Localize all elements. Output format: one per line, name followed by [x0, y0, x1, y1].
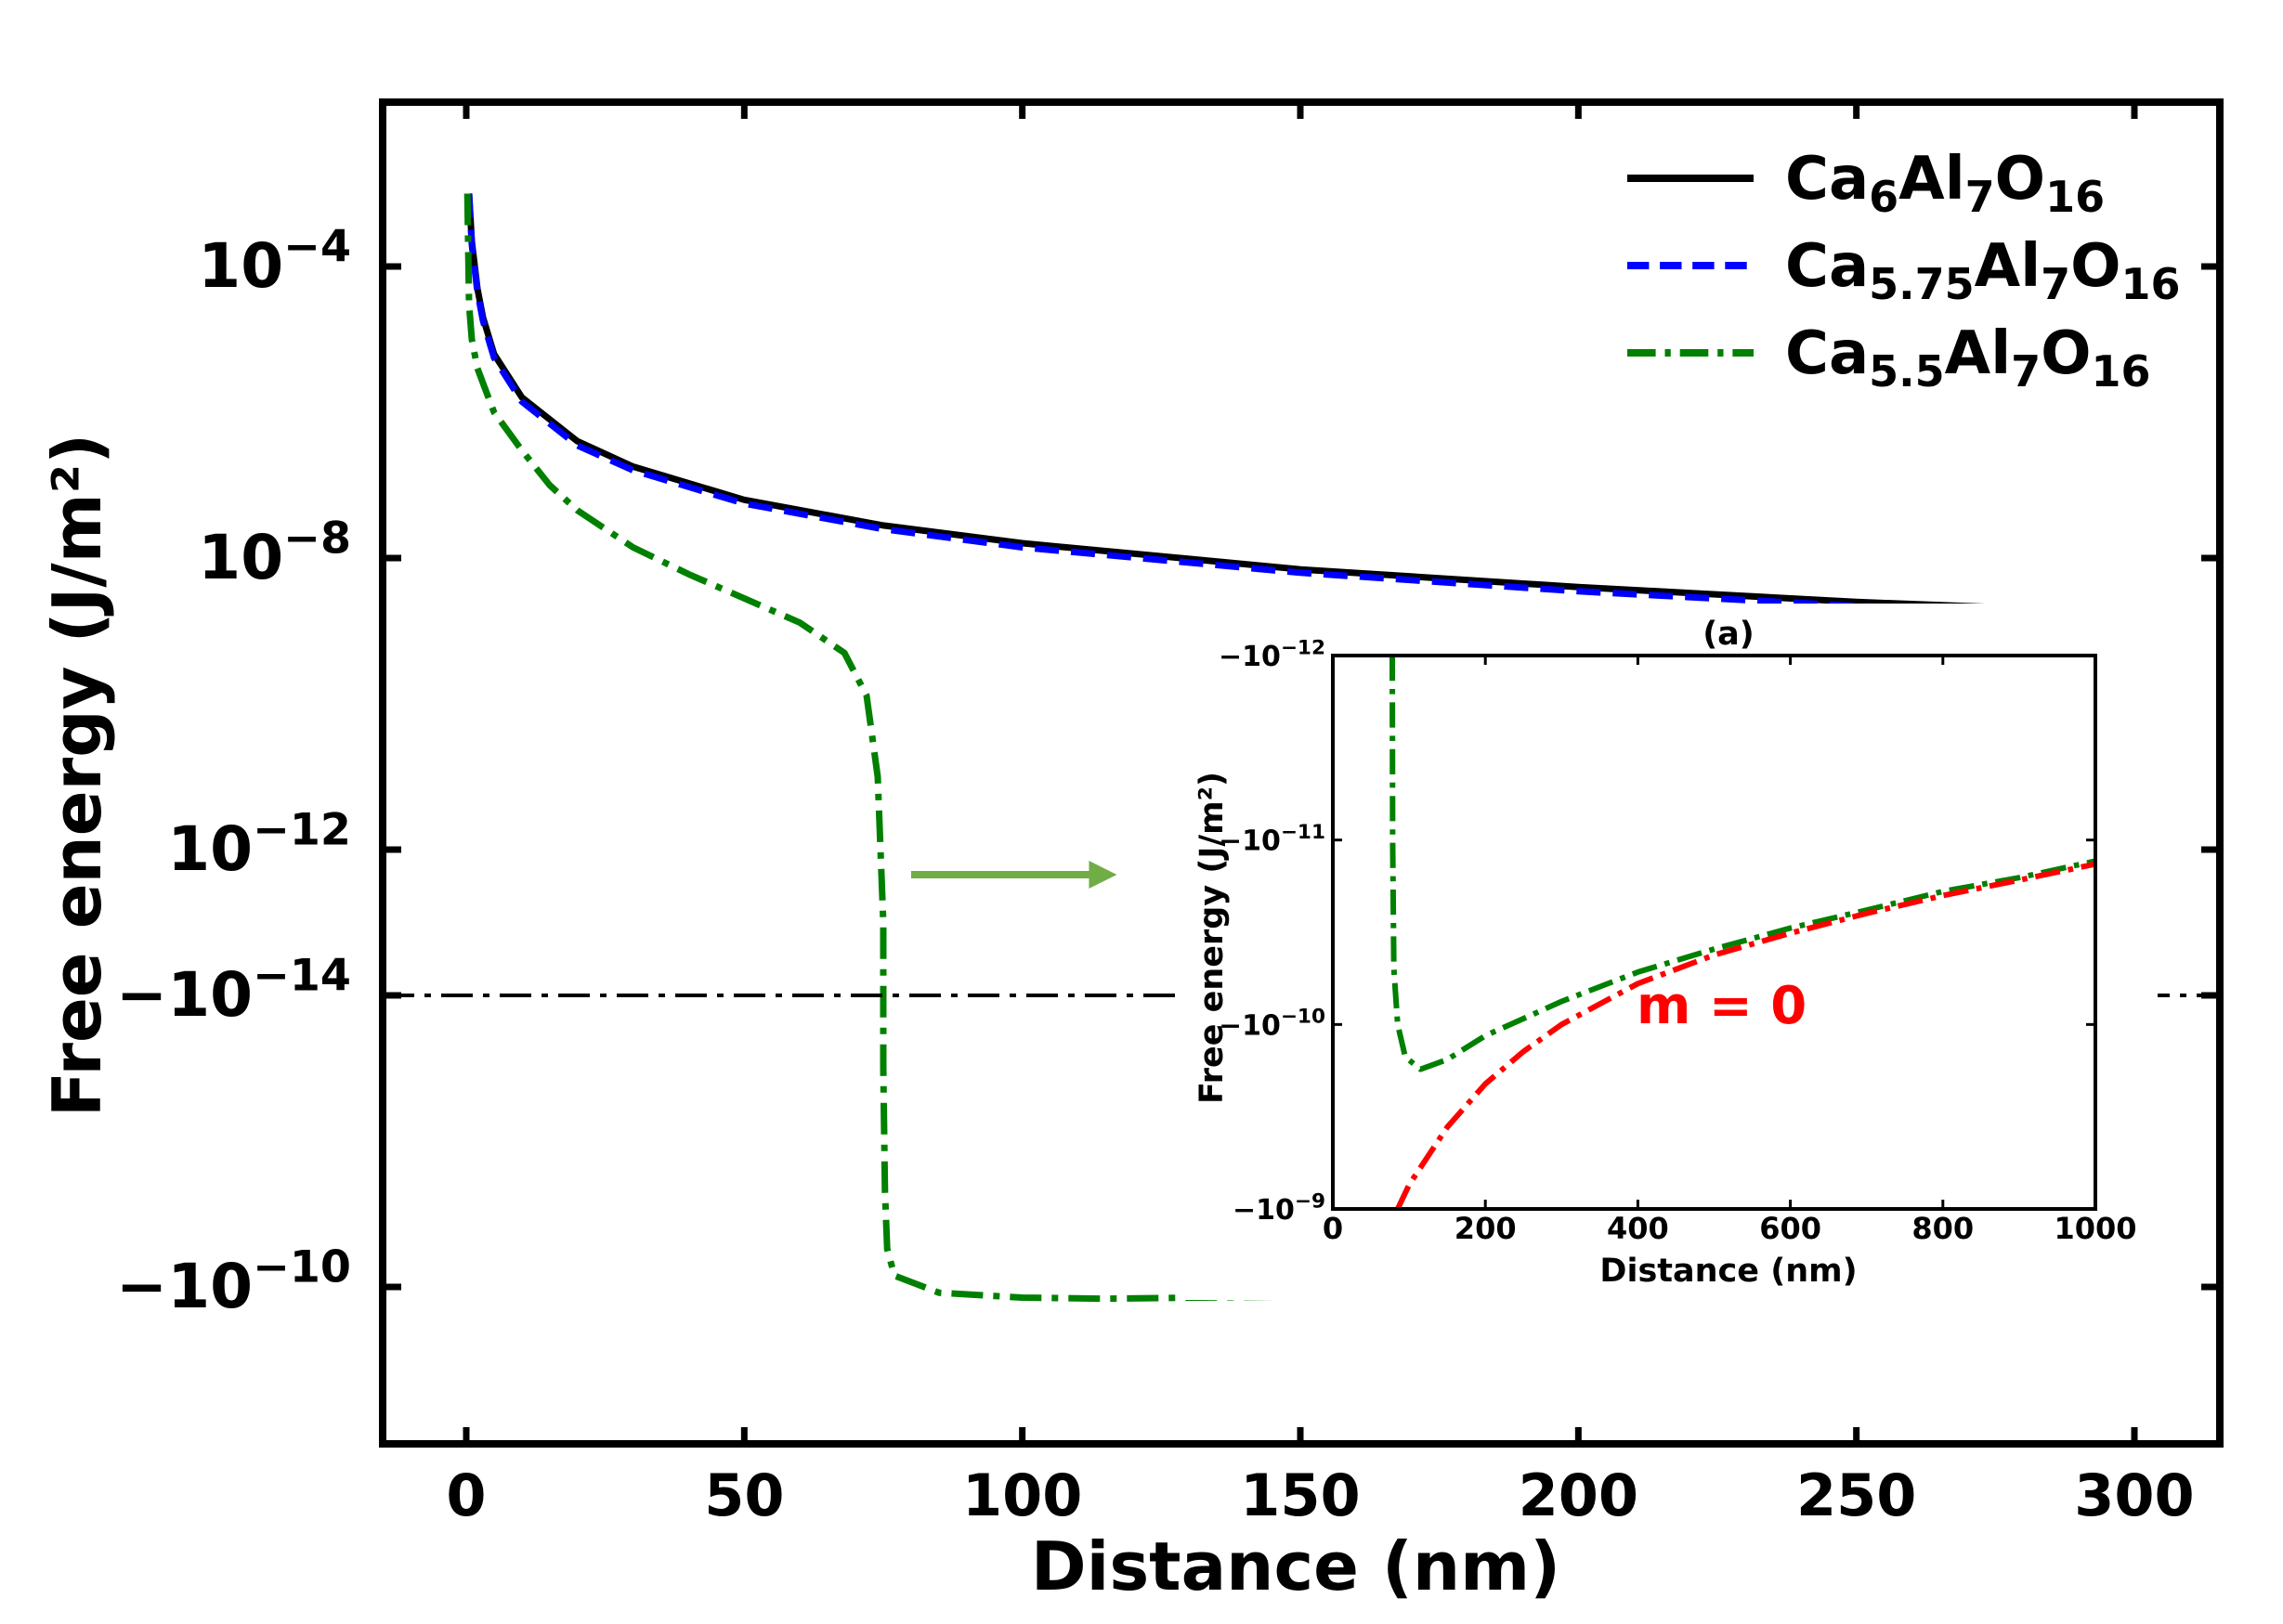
x-tick-label: 150 — [1240, 1462, 1360, 1529]
arrow-head — [1089, 861, 1117, 889]
inset-x-tick-label: 600 — [1759, 1211, 1821, 1246]
x-tick-label: 0 — [446, 1462, 486, 1529]
inset-x-tick-label: 800 — [1911, 1211, 1974, 1246]
main-x-axis-label: Distance (nm) — [1031, 1527, 1560, 1605]
main-x-tick-labels: 0 50 100 150 200 250 300 — [446, 1462, 2194, 1529]
x-tick-label: 250 — [1796, 1462, 1916, 1529]
main-tick-marks — [383, 102, 2220, 1444]
inset-annotation-label: m = 0 — [1637, 976, 1807, 1036]
inset-x-tick-label: 1000 — [2054, 1211, 2136, 1246]
inset-y-tick-label: −10−11 — [1219, 821, 1325, 858]
main-legend: Ca6Al7O16 Ca5.75Al7O16 Ca5.5Al7O16 — [1627, 145, 2181, 396]
y-tick-label: 10−4 — [198, 221, 351, 302]
y-tick-label: −10−10 — [116, 1241, 351, 1322]
inset-chart: 0 200 400 600 800 1000 −10−12−10−11−10−10−10−… — [1178, 604, 2158, 1300]
inset-y-tick-label: −10−12 — [1219, 636, 1325, 673]
inset-tick-marks — [1331, 654, 2097, 1211]
main-y-tick-labels: 10−4 10−8 10−12 −10−14 −10−10 — [116, 221, 351, 1322]
legend-label-2: Ca5.5Al7O16 — [1785, 319, 2151, 396]
y-tick-label: −10−14 — [116, 950, 351, 1031]
x-tick-label: 200 — [1519, 1462, 1638, 1529]
legend-label-1: Ca5.75Al7O16 — [1785, 232, 2181, 309]
main-series-layer — [463, 193, 2135, 1303]
y-tick-label: 10−8 — [198, 513, 351, 593]
inset-title: (a) — [1702, 616, 1755, 653]
inset-x-tick-labels: 0 200 400 600 800 1000 — [1323, 1211, 2137, 1246]
x-tick-label: 100 — [962, 1462, 1082, 1529]
main-arrow-layer — [910, 861, 1117, 889]
inset-x-axis-label: Distance (nm) — [1599, 1253, 1857, 1290]
main-y-axis-label: Free energy (J/m²) — [38, 434, 116, 1117]
legend-label-0: Ca6Al7O16 — [1785, 145, 2105, 222]
inset-annotations: m = 0 — [1637, 976, 1807, 1036]
series-line-1 — [465, 193, 2135, 619]
x-tick-label: 50 — [704, 1462, 784, 1529]
inset-y-tick-label: −10−10 — [1219, 1006, 1325, 1043]
x-tick-label: 300 — [2074, 1462, 2194, 1529]
inset-y-tick-labels: −10−12 −10−11 −10−10 −10−9 — [1219, 636, 1325, 1227]
main-chart: 0 50 100 150 200 250 300 10−4 10−8 10−12 −10−14 −1… — [38, 98, 2224, 1605]
inset-y-tick-label: −10−9 — [1233, 1189, 1325, 1227]
inset-series-line-0 — [1389, 656, 2095, 1072]
inset-series-line-1 — [1395, 861, 2095, 1209]
inset-x-tick-label: 0 — [1323, 1211, 1343, 1246]
inset-plot-frame — [1331, 654, 2097, 1211]
inset-background — [1178, 604, 2158, 1300]
inset-series-layer — [1389, 656, 2095, 1209]
inset-x-tick-label: 400 — [1607, 1211, 1669, 1246]
series-line-0 — [465, 193, 2135, 616]
series-line-2 — [463, 193, 2135, 1303]
inset-y-axis-label: Free energy (J/m²) — [1194, 772, 1231, 1104]
y-tick-label: 10−12 — [167, 804, 351, 885]
inset-x-tick-label: 200 — [1455, 1211, 1517, 1246]
